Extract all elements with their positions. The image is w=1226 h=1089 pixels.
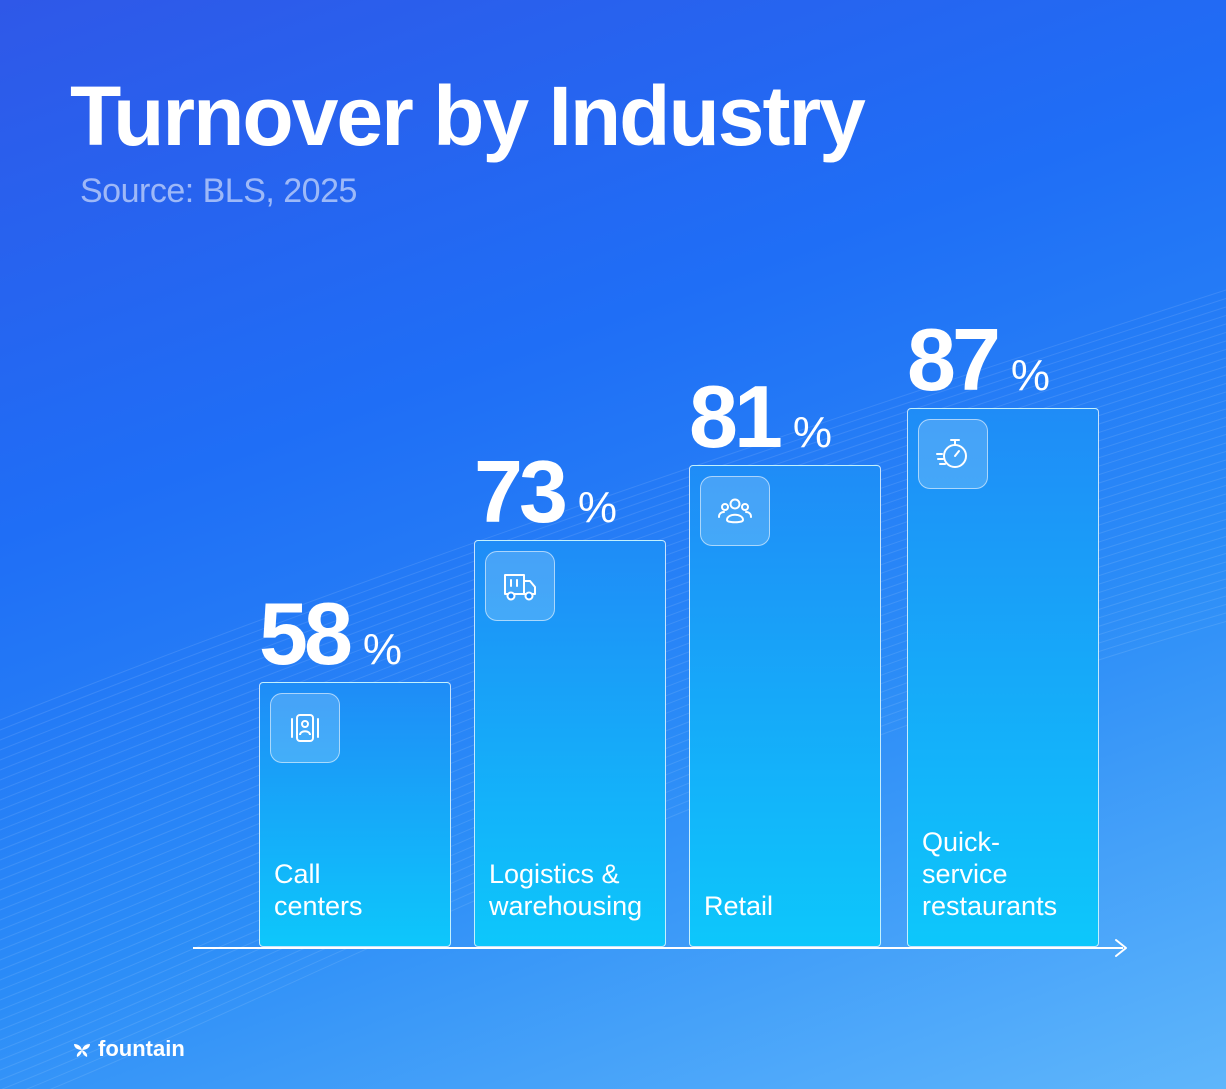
bar-value-number: 58 bbox=[259, 584, 353, 683]
delivery-truck-icon bbox=[485, 551, 555, 622]
bar-value-unit: % bbox=[362, 625, 403, 674]
bar-value-unit: % bbox=[792, 407, 833, 457]
bar-3: Retail bbox=[689, 464, 881, 947]
bar-value-label: 58% bbox=[259, 590, 402, 678]
brand-name: fountain bbox=[98, 1036, 185, 1061]
bar-category-label: Call centers bbox=[274, 859, 363, 921]
stopwatch-icon bbox=[918, 419, 988, 489]
id-badge-icon bbox=[270, 693, 340, 763]
bar-value-number: 87 bbox=[907, 310, 1001, 409]
bar-value-label: 73% bbox=[474, 448, 617, 536]
chart-title: Turnover by Industry bbox=[70, 69, 866, 163]
bar-1: Call centers bbox=[259, 682, 451, 947]
fountain-logo-icon bbox=[74, 1044, 90, 1057]
bar-value-unit: % bbox=[1010, 351, 1051, 400]
bar-category-label: Quick- service restaurants bbox=[922, 827, 1058, 921]
brand-logo: fountain bbox=[72, 1036, 185, 1062]
bar-value-unit: % bbox=[577, 483, 618, 533]
bar-4: Quick- service restaurants bbox=[907, 408, 1099, 947]
chart-subtitle: Source: BLS, 2025 bbox=[80, 172, 357, 210]
bar-category-label: Retail bbox=[704, 890, 774, 921]
axis-arrow-icon bbox=[1115, 939, 1127, 957]
x-axis-line bbox=[193, 947, 1123, 949]
bar-2: Logistics & warehousing bbox=[474, 540, 666, 947]
people-group-icon bbox=[700, 475, 770, 546]
bar-value-number: 81 bbox=[689, 366, 783, 466]
bar-value-number: 73 bbox=[474, 442, 568, 542]
bar-category-label: Logistics & warehousing bbox=[489, 858, 643, 921]
bar-value-label: 81% bbox=[689, 366, 833, 466]
bar-value-label: 87% bbox=[907, 316, 1050, 404]
